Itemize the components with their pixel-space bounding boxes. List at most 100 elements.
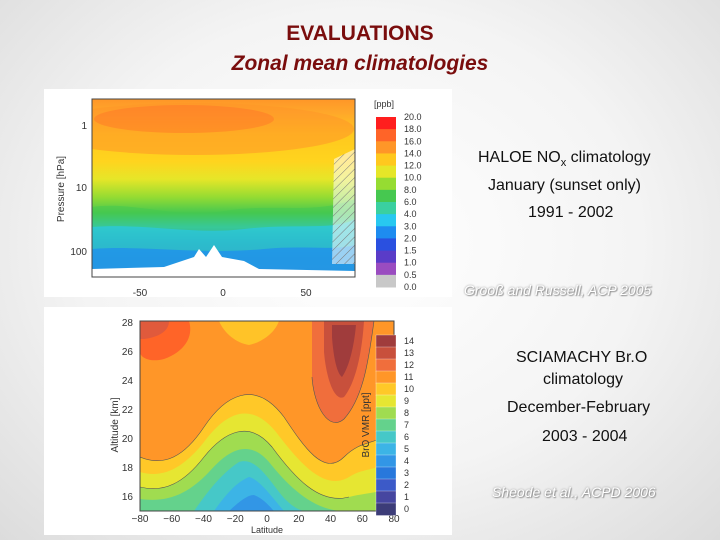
bro-x-tick-label: 20 [293, 514, 305, 525]
bro-colorbar-label: 14 [404, 336, 414, 346]
bro-colorbar-swatch [375, 478, 397, 492]
bro-y-tick-label: 22 [122, 405, 134, 416]
bro-colorbar-label: 0 [404, 504, 409, 514]
bro-colorbar-swatch [375, 394, 397, 408]
haloe-colorbar-label: 1.5 [404, 246, 417, 256]
bro-caption-line3: December-February [507, 399, 651, 416]
bro-colorbar-label: 7 [404, 420, 409, 430]
bro-colorbar-swatch [375, 346, 397, 360]
haloe-colorbar-swatch [376, 238, 396, 252]
haloe-caption-line1: HALOE NOx climatology [478, 149, 651, 170]
bro-colorbar-label: 1 [404, 492, 409, 502]
bro-colorbar-swatch [375, 370, 397, 384]
bro-y-tick-label: 28 [122, 318, 134, 329]
slide-title: EVALUATIONS [286, 22, 434, 45]
sciamachy-bro-chart: 28 26 24 22 20 18 16 Altitude [km] −80 −6… [44, 307, 452, 535]
bro-colorbar-swatch [375, 502, 397, 516]
bro-colorbar-swatch [375, 490, 397, 504]
haloe-colorbar-swatch [376, 117, 396, 130]
haloe-colorbar-label: 14.0 [404, 148, 422, 158]
haloe-colorbar-label: 18.0 [404, 124, 422, 134]
haloe-nox-chart: 1 10 100 Pressure [hPa] -50 0 50 [ppb] 2… [44, 89, 452, 299]
bro-x-tick-label: −60 [163, 514, 180, 525]
haloe-colorbar-unit: [ppb] [374, 99, 394, 109]
bro-x-tick-label: −80 [132, 514, 149, 525]
bro-y-axis-label: Altitude [km] [110, 397, 121, 452]
haloe-colorbar-swatch [376, 153, 396, 167]
bro-x-tick-label: 80 [388, 514, 400, 525]
haloe-colorbar-swatch [376, 262, 396, 276]
haloe-colorbar-label: 16.0 [404, 136, 422, 146]
bro-colorbar-label: 8 [404, 408, 409, 418]
bro-y-tick-label: 20 [122, 434, 134, 445]
haloe-colorbar-swatch [376, 214, 396, 227]
bro-x-tick-label: −20 [227, 514, 244, 525]
bro-colorbar-label: 6 [404, 432, 409, 442]
bro-x-tick-group: −80 −60 −40 −20 0 20 40 60 80 [132, 514, 400, 525]
haloe-colorbar-label: 12.0 [404, 161, 422, 171]
haloe-colorbar-swatch [376, 226, 396, 239]
bro-colorbar-label: 2 [404, 480, 409, 490]
haloe-colorbar-swatch [376, 189, 396, 203]
haloe-colorbar-label: 3.0 [404, 221, 417, 231]
bro-colorbar-swatch [375, 454, 397, 468]
bro-colorbar-swatch [375, 442, 397, 456]
haloe-colorbar-swatch [376, 202, 396, 215]
haloe-x-tick-label: 0 [220, 288, 226, 297]
haloe-colorbar-label: 8.0 [404, 185, 417, 195]
bro-colorbar-swatch [375, 430, 397, 444]
haloe-caption-line3: 1991 - 2002 [528, 204, 614, 221]
haloe-reference: Grooß and Russell, ACP 2005 [464, 282, 652, 298]
haloe-x-tick-label: 50 [300, 288, 312, 297]
bro-y-tick-label: 26 [122, 347, 134, 358]
bro-x-tick-label: 40 [325, 514, 337, 525]
haloe-colorbar-swatch [376, 177, 396, 191]
haloe-y-tick-label: 1 [81, 121, 87, 132]
haloe-colorbar-label: 2.0 [404, 233, 417, 243]
haloe-colorbar-swatch [376, 250, 396, 264]
bro-colorbar-label: 10 [404, 384, 414, 394]
bro-x-tick-label: −40 [195, 514, 212, 525]
haloe-x-tick-label: -50 [133, 288, 148, 297]
haloe-colorbar-label: 1.0 [404, 258, 417, 268]
bro-x-tick-label: 60 [357, 514, 369, 525]
bro-colorbar-label: 3 [404, 468, 409, 478]
haloe-caption-line2: January (sunset only) [488, 177, 641, 194]
haloe-colorbar: 20.0 18.0 16.0 14.0 12.0 10.0 8.0 6.0 4.0 3.0 2.0 1… [376, 112, 422, 292]
haloe-y-axis-label: Pressure [hPa] [56, 156, 67, 222]
bro-colorbar-swatch [375, 418, 397, 432]
haloe-colorbar-swatch [376, 165, 396, 179]
bro-caption-line4: 2003 - 2004 [542, 428, 628, 445]
sciamachy-bro-svg: 28 26 24 22 20 18 16 Altitude [km] −80 −6… [110, 318, 414, 535]
bro-colorbar-swatch [375, 334, 397, 348]
haloe-y-tick-label: 100 [70, 247, 87, 258]
bro-x-axis-label: Latitude [251, 525, 283, 535]
haloe-colorbar-swatch [376, 141, 396, 154]
slide-subtitle: Zonal mean climatologies [231, 52, 489, 75]
haloe-colorbar-label: 0.0 [404, 282, 417, 292]
bro-colorbar-label: 13 [404, 348, 414, 358]
haloe-y-tick-group: 1 10 100 [70, 121, 87, 258]
bro-colorbar-label: 12 [404, 360, 414, 370]
haloe-colorbar-label: 10.0 [404, 173, 422, 183]
bro-colorbar-label: 9 [404, 396, 409, 406]
bro-colorbar-swatch [375, 382, 397, 396]
haloe-y-tick-label: 10 [76, 183, 88, 194]
haloe-colorbar-label: 4.0 [404, 209, 417, 219]
bro-colorbar-title: BrO VMR [ppt] [361, 392, 372, 457]
bro-y-tick-label: 16 [122, 492, 134, 503]
bro-caption-line2: climatology [543, 371, 624, 388]
bro-reference: Sheode et al., ACPD 2006 [492, 484, 656, 500]
bro-colorbar-label: 11 [404, 372, 413, 382]
bro-colorbar-swatch [375, 406, 397, 420]
bro-y-tick-label: 18 [122, 463, 134, 474]
bro-colorbar-label: 5 [404, 444, 409, 454]
haloe-colorbar-swatch [376, 129, 396, 142]
haloe-colorbar-label: 20.0 [404, 112, 422, 122]
bro-x-tick-label: 0 [264, 514, 270, 525]
bro-colorbar-swatch [375, 466, 397, 480]
bro-colorbar-swatch [375, 358, 397, 372]
haloe-colorbar-swatch [376, 274, 396, 288]
haloe-colorbar-label: 0.5 [404, 270, 417, 280]
